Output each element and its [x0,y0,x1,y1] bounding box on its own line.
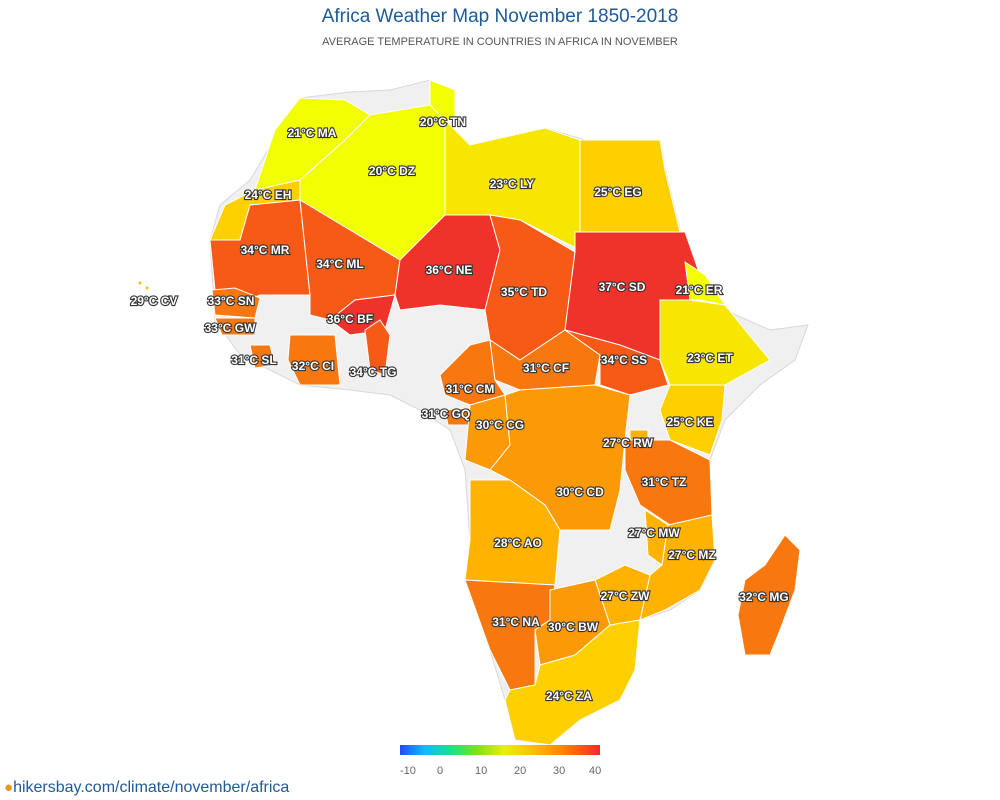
label-GW: 33°C GW [205,321,256,335]
scale-tick: 10 [475,765,488,777]
country-EG[interactable] [579,139,681,233]
label-ET: 23°C ET [687,351,733,365]
label-GQ: 31°C GQ [422,407,471,421]
label-SD: 37°C SD [599,280,646,294]
label-SL: 31°C SL [231,353,276,367]
color-scale-bar [400,745,600,755]
label-LY: 23°C LY [490,177,534,191]
country-ER[interactable] [684,260,727,306]
label-TN: 20°C TN [420,115,466,129]
label-CF: 31°C CF [523,361,569,375]
country-SS[interactable] [564,329,669,396]
country-CM[interactable] [439,339,506,406]
country-CD[interactable] [489,384,631,531]
label-BF: 36°C BF [327,312,373,326]
country-AO[interactable] [464,479,561,586]
label-CI: 32°C CI [292,359,334,373]
country-GW[interactable] [214,317,256,336]
label-BW: 30°C BW [548,620,599,634]
label-MW: 27°C MW [628,526,680,540]
label-AO: 28°C AO [494,536,542,550]
label-CD: 30°C CD [556,485,604,499]
label-TG: 34°C TG [350,365,397,379]
country-SN[interactable] [211,287,261,319]
map-title: Africa Weather Map November 1850-2018 [321,6,679,27]
map-subtitle: AVERAGE TEMPERATURE IN COUNTRIES IN AFRI… [322,36,678,48]
country-CF[interactable] [489,329,601,391]
country-MZ[interactable] [639,514,716,621]
source-url[interactable]: hikersbay.com/climate/november/africa [13,779,290,796]
country-CI[interactable] [287,334,341,386]
source-link[interactable]: ●hikersbay.com/climate/november/africa [4,779,289,797]
label-CG: 30°C CG [476,418,524,432]
label-SN: 33°C SN [208,294,255,308]
country-SL[interactable] [249,344,276,369]
label-ER: 21°C ER [676,283,723,297]
label-MG: 32°C MG [739,590,788,604]
scale-tick: -10 [400,765,416,777]
scale-tick: 0 [437,765,444,777]
label-ZW: 27°C ZW [601,589,650,603]
scale-tick: 40 [589,765,602,777]
label-ML: 34°C ML [316,257,363,271]
label-EH: 24°C EH [245,188,292,202]
label-MZ: 27°C MZ [668,548,715,562]
location-pin-icon: ● [4,779,14,796]
label-KE: 25°C KE [667,415,714,429]
label-NA: 31°C NA [492,615,540,629]
label-MR: 34°C MR [241,243,290,257]
label-EG: 25°C EG [594,185,641,199]
label-ZA: 24°C ZA [546,689,592,703]
label-SS: 34°C SS [601,353,647,367]
label-TZ: 31°C TZ [642,475,687,489]
label-TD: 35°C TD [501,285,547,299]
country-KE[interactable] [659,384,726,456]
label-DZ: 20°C DZ [369,164,415,178]
label-MA: 21°C MA [288,126,337,140]
label-RW: 27°C RW [603,436,654,450]
scale-tick: 30 [553,765,566,777]
country-TG[interactable] [364,319,391,376]
country-TN[interactable] [429,79,456,121]
country-ET[interactable] [659,299,771,386]
island-marks-CV [138,281,149,290]
scale-tick: 20 [514,765,527,777]
label-CV: 29°C CV [131,294,178,308]
label-NE: 36°C NE [426,263,473,277]
country-ZA[interactable] [504,619,641,746]
country-MG[interactable] [737,534,801,656]
label-CM: 31°C CM [446,382,495,396]
